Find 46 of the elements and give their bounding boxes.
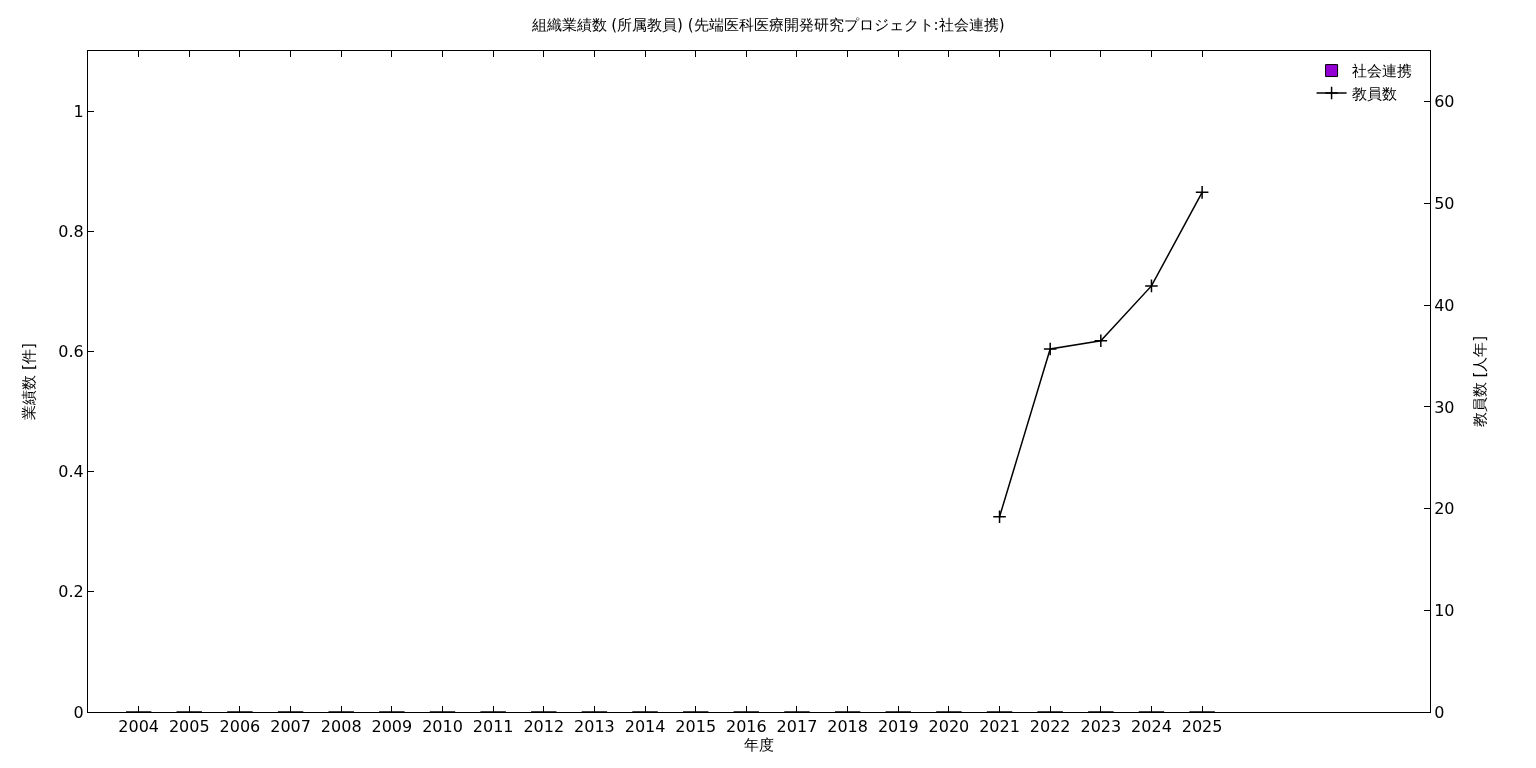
point (1195, 185, 1210, 200)
x-tick-label: 2025 (1181, 717, 1223, 737)
x-tick-label: 2009 (371, 717, 413, 737)
point (1144, 278, 1159, 293)
x-tick-label: 2014 (624, 717, 666, 737)
y-tick-label: 0.2 (58, 582, 84, 602)
x-tick-label: 2006 (219, 717, 261, 737)
x-tick-label: 2017 (776, 717, 818, 737)
x-tick-label: 2023 (1080, 717, 1122, 737)
x-tick-label: 2024 (1131, 717, 1172, 737)
y2-tick-label: 0 (1434, 702, 1445, 722)
point (1043, 341, 1058, 357)
x-tick-label: 2008 (320, 717, 362, 737)
y-tick-label: 0.4 (58, 462, 84, 482)
x-tick-label: 2018 (827, 717, 868, 737)
y-tick-label: 0.6 (58, 342, 84, 362)
x-tick-label: 2022 (1029, 717, 1071, 737)
y-axis-title: 業績数 [件] (19, 343, 38, 420)
chart-title: 組織業績数 (所属教員) (先端医科医療開発研究プロジェクト:社会連携) (530, 15, 1005, 34)
point (992, 509, 1007, 524)
legend-label: 教員数 (1351, 84, 1397, 103)
x-tick-label: 2013 (574, 717, 615, 737)
x-tick-label: 2007 (270, 717, 311, 737)
y2-tick-label: 40 (1434, 295, 1455, 315)
y2-tick-label: 60 (1434, 92, 1455, 112)
point (1093, 333, 1108, 348)
x-tick-label: 2011 (472, 717, 514, 737)
x-tick-label: 2020 (928, 717, 970, 737)
y2-tick-label: 50 (1434, 194, 1455, 214)
y2-tick-label: 30 (1434, 397, 1455, 417)
x-axis-title: 年度 (744, 736, 774, 755)
y2-axis-title: 教員数 [人年] (1470, 335, 1489, 428)
legend-label: 社会連携 (1351, 62, 1412, 81)
x-tick-label: 2010 (422, 717, 463, 737)
x-tick-label: 2005 (168, 717, 210, 737)
x-tick-label: 2021 (979, 717, 1020, 737)
y-tick-label: 0 (73, 702, 84, 722)
y-tick-label: 0.8 (58, 221, 84, 241)
x-tick-label: 2012 (523, 717, 565, 737)
y2-tick-label: 20 (1434, 499, 1455, 519)
x-tick-label: 2016 (725, 717, 767, 737)
x-tick-label: 2004 (118, 717, 159, 737)
x-tick-label: 2015 (675, 717, 717, 737)
y-tick-label: 1 (73, 101, 84, 121)
x-tick-label: 2019 (877, 717, 919, 737)
y2-tick-label: 10 (1434, 600, 1455, 620)
